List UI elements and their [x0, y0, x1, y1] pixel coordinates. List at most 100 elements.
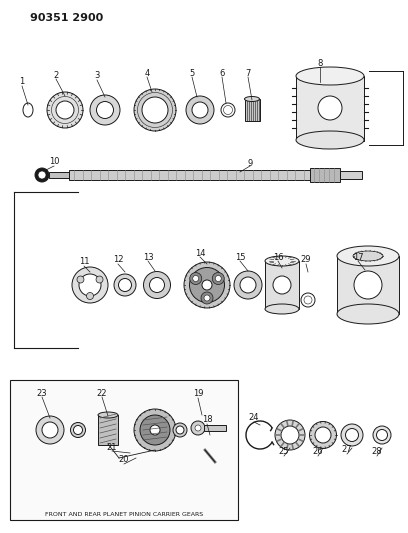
Ellipse shape — [77, 276, 84, 283]
Ellipse shape — [310, 422, 337, 448]
Text: 19: 19 — [193, 390, 203, 399]
Ellipse shape — [134, 409, 176, 451]
Circle shape — [215, 276, 221, 281]
Circle shape — [354, 271, 382, 299]
Ellipse shape — [337, 304, 399, 324]
Text: 11: 11 — [79, 257, 89, 266]
Text: 5: 5 — [189, 69, 195, 77]
Text: 7: 7 — [245, 69, 251, 77]
Bar — [69, 170, 310, 180]
Ellipse shape — [71, 423, 86, 438]
Ellipse shape — [98, 412, 118, 418]
Ellipse shape — [173, 423, 187, 437]
Text: 25: 25 — [279, 448, 289, 456]
Ellipse shape — [47, 92, 83, 128]
Text: 21: 21 — [107, 442, 117, 451]
Bar — [245, 99, 260, 121]
Text: 15: 15 — [235, 253, 245, 262]
Text: 20: 20 — [119, 456, 129, 464]
Ellipse shape — [42, 422, 58, 438]
Ellipse shape — [377, 430, 388, 440]
Ellipse shape — [234, 271, 262, 299]
Ellipse shape — [56, 101, 74, 119]
Circle shape — [35, 168, 49, 182]
Bar — [310, 168, 340, 182]
Ellipse shape — [275, 420, 305, 450]
Ellipse shape — [346, 429, 359, 441]
Circle shape — [212, 272, 224, 285]
Circle shape — [193, 276, 199, 281]
Ellipse shape — [142, 97, 168, 123]
Text: 27: 27 — [341, 446, 353, 455]
Ellipse shape — [341, 424, 363, 446]
Ellipse shape — [140, 415, 170, 445]
Bar — [10, 380, 238, 520]
Circle shape — [318, 96, 342, 120]
Circle shape — [273, 276, 291, 294]
Circle shape — [204, 295, 210, 301]
Text: 18: 18 — [202, 416, 212, 424]
Ellipse shape — [296, 67, 364, 85]
Circle shape — [38, 171, 46, 179]
Ellipse shape — [36, 416, 64, 444]
Circle shape — [201, 292, 213, 304]
Ellipse shape — [72, 267, 108, 303]
Ellipse shape — [90, 95, 120, 125]
Ellipse shape — [150, 425, 160, 435]
Bar — [340, 171, 362, 179]
Bar — [49, 172, 69, 178]
Ellipse shape — [176, 426, 184, 434]
Text: 6: 6 — [220, 69, 225, 77]
Text: 26: 26 — [313, 448, 323, 456]
Ellipse shape — [265, 304, 299, 314]
Ellipse shape — [337, 246, 399, 266]
Circle shape — [195, 425, 201, 431]
Ellipse shape — [96, 276, 103, 283]
Text: 4: 4 — [144, 69, 150, 77]
Ellipse shape — [97, 101, 113, 118]
Ellipse shape — [86, 293, 93, 300]
Bar — [337, 256, 399, 314]
Ellipse shape — [144, 271, 171, 298]
Ellipse shape — [265, 256, 299, 266]
Ellipse shape — [186, 96, 214, 124]
Ellipse shape — [315, 427, 331, 443]
Ellipse shape — [244, 96, 259, 101]
Ellipse shape — [118, 279, 131, 292]
Ellipse shape — [184, 262, 230, 308]
Circle shape — [191, 421, 205, 435]
Ellipse shape — [353, 251, 383, 261]
Text: 16: 16 — [273, 253, 283, 262]
Bar — [265, 261, 299, 309]
Text: 90351 2900: 90351 2900 — [30, 13, 103, 23]
Text: 24: 24 — [249, 414, 259, 423]
Bar — [98, 415, 118, 445]
Text: 23: 23 — [37, 389, 47, 398]
Text: 12: 12 — [113, 255, 123, 264]
Ellipse shape — [79, 274, 101, 296]
Text: 28: 28 — [372, 448, 382, 456]
Text: 29: 29 — [301, 255, 311, 264]
Ellipse shape — [281, 426, 299, 444]
Circle shape — [190, 272, 202, 285]
Text: 13: 13 — [143, 253, 153, 262]
Text: 22: 22 — [97, 389, 107, 398]
Text: FRONT AND REAR PLANET PINION CARRIER GEARS: FRONT AND REAR PLANET PINION CARRIER GEA… — [45, 512, 203, 516]
Ellipse shape — [240, 277, 256, 293]
Text: 1: 1 — [19, 77, 24, 86]
Bar — [296, 76, 364, 141]
Ellipse shape — [189, 268, 224, 303]
Ellipse shape — [373, 426, 391, 444]
Ellipse shape — [114, 274, 136, 296]
Text: 17: 17 — [353, 253, 363, 262]
Bar — [204, 425, 226, 431]
Ellipse shape — [192, 102, 208, 118]
Ellipse shape — [296, 131, 364, 149]
Ellipse shape — [73, 425, 82, 434]
Ellipse shape — [134, 89, 176, 131]
Ellipse shape — [202, 280, 212, 290]
Ellipse shape — [149, 278, 164, 293]
Text: 8: 8 — [317, 59, 323, 68]
Text: 9: 9 — [247, 158, 253, 167]
Text: 2: 2 — [53, 70, 59, 79]
